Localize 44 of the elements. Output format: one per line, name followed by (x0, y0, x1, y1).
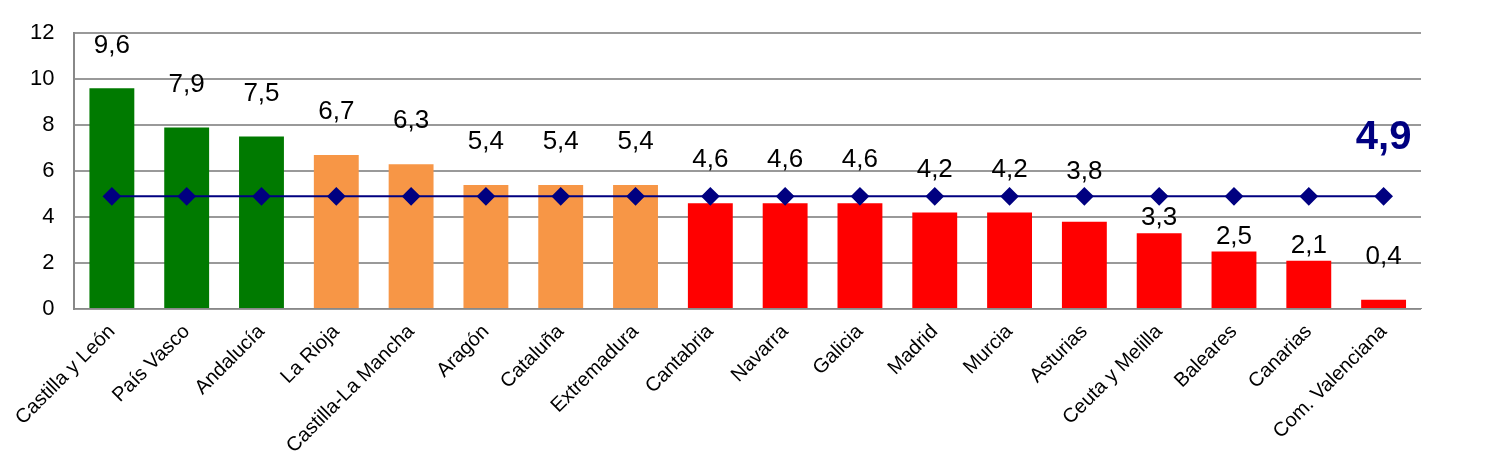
bar (164, 127, 210, 308)
data-label: 3,8 (1066, 154, 1103, 185)
y-tick-label: 4 (42, 203, 55, 229)
bar (239, 136, 284, 308)
data-label: 5,4 (542, 125, 579, 156)
data-label: 2,5 (1215, 219, 1253, 250)
y-tick-label: 0 (42, 295, 55, 321)
y-tick-label: 2 (42, 249, 55, 275)
data-label: 4,6 (692, 143, 729, 174)
bar (388, 164, 434, 308)
y-tick-label: 8 (42, 111, 55, 137)
bar (313, 155, 359, 308)
bar (1136, 233, 1182, 308)
bar (538, 184, 584, 308)
data-label: 7,5 (243, 76, 280, 107)
bar (837, 203, 883, 308)
bar (687, 203, 733, 308)
y-tick-label: 12 (29, 19, 55, 45)
data-label: 4,2 (916, 152, 953, 183)
bar (1286, 260, 1332, 308)
data-label: 5,4 (617, 125, 654, 156)
data-label: 4,6 (841, 143, 879, 174)
data-label: 6,7 (318, 95, 355, 126)
bar (987, 212, 1032, 308)
data-label: 4,6 (767, 143, 804, 174)
data-label: 4,2 (991, 152, 1028, 183)
bar (463, 184, 509, 308)
data-label: 5,4 (467, 125, 504, 156)
bar (912, 212, 958, 308)
data-label: 7,9 (168, 67, 205, 98)
data-label: 0,4 (1365, 239, 1402, 270)
bar (1361, 299, 1407, 308)
y-tick-label: 10 (29, 65, 55, 91)
y-tick-label: 6 (42, 157, 55, 183)
data-label: 4,9 (1355, 113, 1412, 158)
data-label: 6,3 (393, 104, 430, 135)
bar (1211, 251, 1257, 308)
bar (89, 88, 135, 308)
bar (762, 203, 808, 308)
data-label: 9,6 (93, 28, 130, 59)
data-label: 2,1 (1290, 228, 1327, 259)
bar (1061, 221, 1107, 308)
bar (613, 184, 658, 308)
data-label: 3,3 (1141, 201, 1178, 232)
